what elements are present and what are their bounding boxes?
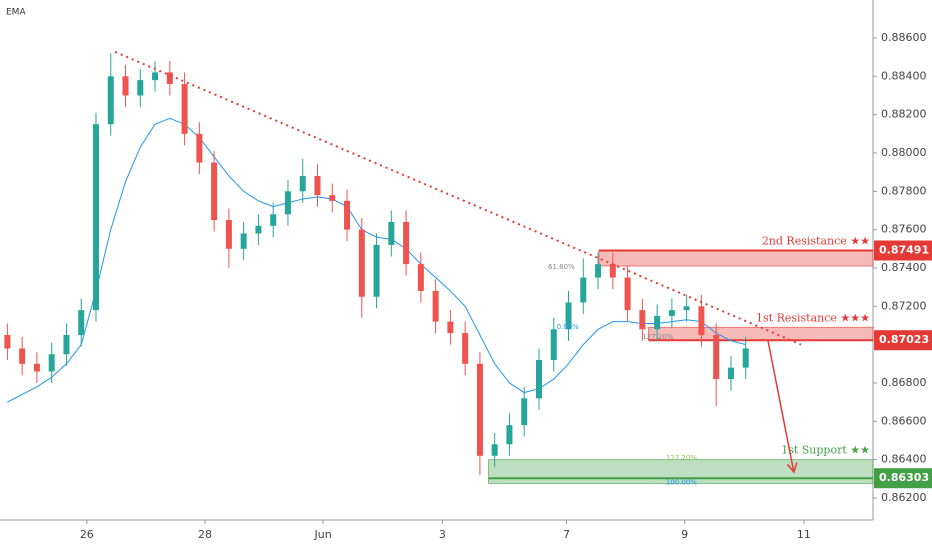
- candle-body: [432, 290, 439, 322]
- price-label: 0.86303: [879, 471, 929, 484]
- candle-body: [166, 72, 173, 84]
- candle-body: [329, 195, 336, 201]
- candle-body: [137, 80, 144, 96]
- candle-body: [654, 315, 661, 330]
- candle-body: [535, 359, 542, 399]
- candle-body: [683, 306, 690, 311]
- candle-body: [63, 335, 70, 355]
- fib-label: 127.20%: [642, 333, 673, 341]
- price-label-box: [874, 240, 932, 261]
- candle-body: [122, 76, 129, 96]
- y-tick-label: 0.88200: [881, 108, 927, 121]
- candle-body: [727, 367, 734, 380]
- candle-body: [255, 225, 262, 234]
- x-tick-label: 7: [563, 528, 570, 541]
- candle-body: [639, 310, 646, 330]
- candle-body: [240, 233, 247, 249]
- price-label: 0.87023: [879, 333, 929, 346]
- candle-body: [388, 221, 395, 245]
- indicator-label: EMA: [6, 8, 26, 18]
- candle-body: [152, 72, 159, 81]
- candle-body: [624, 277, 631, 311]
- candle-body: [521, 398, 528, 426]
- candle-body: [476, 363, 483, 456]
- candle-body: [417, 264, 424, 291]
- trendline: [114, 51, 802, 346]
- price-label: 0.87491: [879, 244, 929, 257]
- candle-body: [211, 162, 218, 221]
- x-tick-label: 11: [797, 528, 811, 541]
- arrow-shaft: [767, 339, 795, 473]
- y-tick-label: 0.86400: [881, 453, 927, 466]
- y-tick-label: 0.87600: [881, 223, 927, 236]
- y-tick-label: 0.87400: [881, 261, 927, 274]
- candle-body: [595, 264, 602, 278]
- fib-label: 100.00%: [666, 479, 697, 487]
- arrow-head: [786, 462, 798, 474]
- candle-body: [225, 220, 232, 249]
- candle-body: [314, 175, 321, 196]
- y-tick-label: 0.88600: [881, 31, 927, 44]
- candle-body: [196, 133, 203, 163]
- candle-body: [550, 329, 557, 360]
- y-tick-label: 0.87800: [881, 184, 927, 197]
- candle-body: [344, 200, 351, 230]
- candle-body: [299, 175, 306, 192]
- candle-body: [92, 124, 99, 311]
- candle-body: [181, 83, 188, 134]
- candle-body: [284, 191, 291, 215]
- y-tick-label: 0.86800: [881, 376, 927, 389]
- x-tick-label: 9: [681, 528, 688, 541]
- candle-body: [668, 310, 675, 316]
- candle-body: [447, 321, 454, 334]
- fib-label: 61.80%: [548, 263, 575, 271]
- zone-name: 1st Resistance ★★★: [756, 311, 870, 324]
- candle-body: [373, 244, 380, 297]
- zone: [598, 250, 874, 267]
- zone-name: 1st Support ★★: [781, 444, 870, 457]
- candle-body: [698, 306, 705, 336]
- candle-body: [403, 221, 410, 265]
- candle-body: [33, 363, 40, 372]
- x-tick-label: 3: [439, 528, 446, 541]
- candle-body: [4, 335, 11, 349]
- x-tick-label: Jun: [313, 528, 331, 541]
- candle-body: [358, 229, 365, 297]
- candle-body: [742, 348, 749, 368]
- y-tick-label: 0.86200: [881, 491, 927, 504]
- candle-body: [270, 214, 277, 226]
- x-tick-label: 26: [80, 528, 94, 541]
- zone-name: 2nd Resistance ★★: [762, 235, 870, 248]
- candle-body: [107, 76, 114, 125]
- candle-body: [580, 277, 587, 303]
- fib-label: 127.20%: [666, 454, 697, 462]
- y-tick-label: 0.87200: [881, 299, 927, 312]
- candle-body: [491, 444, 498, 456]
- fib-label: 0.00%: [557, 323, 580, 331]
- candle-body: [609, 264, 616, 278]
- y-tick-label: 0.88400: [881, 69, 927, 82]
- candle-body: [78, 310, 85, 336]
- price-label-box: [874, 330, 932, 351]
- zone: [648, 326, 874, 341]
- price-label-box: [874, 468, 932, 489]
- candle-body: [19, 348, 26, 364]
- candle-body: [713, 335, 720, 380]
- y-tick-label: 0.88000: [881, 146, 927, 159]
- candle-body: [48, 354, 55, 372]
- candle-body: [506, 425, 513, 445]
- candle-body: [462, 333, 469, 364]
- candle-body: [565, 302, 572, 330]
- y-tick-label: 0.86600: [881, 414, 927, 427]
- x-tick-label: 28: [198, 528, 212, 541]
